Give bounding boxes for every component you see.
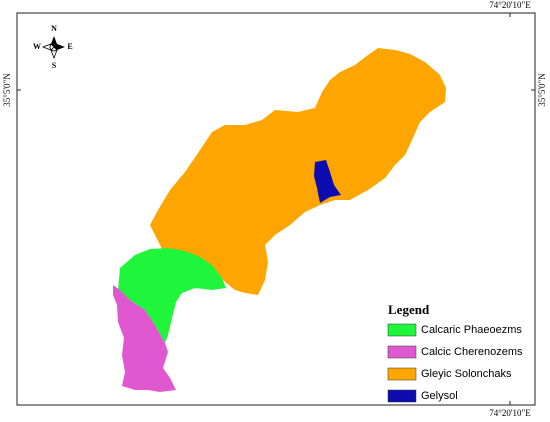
soil-regions: [113, 48, 446, 392]
coordinate-label: 35°5'0"N: [537, 73, 547, 107]
compass-letter: S: [52, 61, 57, 70]
legend-swatch: [387, 345, 417, 359]
legend-swatch: [387, 367, 417, 381]
compass: N S E W: [33, 24, 73, 70]
coordinate-label: 74°20'10"E: [489, 408, 531, 418]
legend-swatch: [387, 323, 417, 337]
compass-ring: [49, 42, 59, 52]
compass-letter: E: [67, 42, 72, 51]
legend-label: Gleyic Solonchaks: [421, 368, 512, 380]
compass-arrow: [41, 43, 55, 51]
legend-title: Legend: [388, 302, 430, 317]
compass-arrow: [51, 36, 57, 47]
coordinate-label: 74°20'10"E: [489, 0, 531, 10]
legend-swatch: [387, 389, 417, 403]
compass-arrow: [54, 44, 65, 50]
soil-region: [118, 248, 226, 343]
legend-label: Calcaric Phaeoezms: [421, 324, 522, 336]
coordinate-label: 35°5'0"N: [2, 73, 12, 107]
compass-letter: W: [33, 42, 41, 51]
legend-label: Gelysol: [421, 390, 458, 402]
soil-region: [150, 48, 446, 295]
soil-region: [113, 285, 176, 392]
compass-letter: N: [51, 24, 57, 33]
soil-region: [314, 160, 341, 203]
legend-label: Calcic Cherenozems: [421, 346, 523, 358]
legend: Legend Calcaric Phaeoezms Calcic Cherenoz…: [387, 302, 523, 403]
